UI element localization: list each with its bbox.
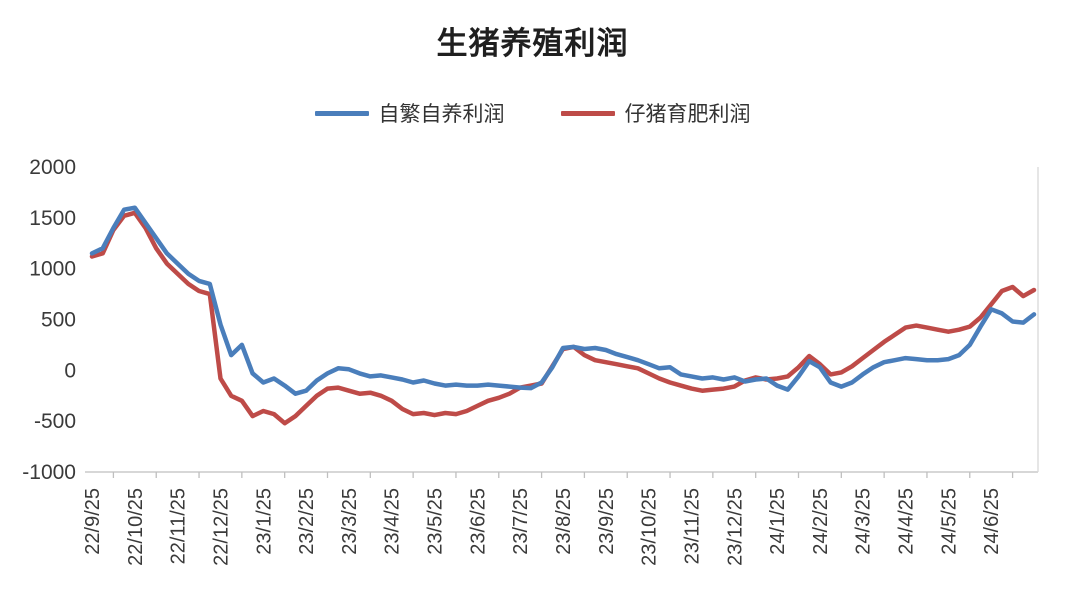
x-axis-tick-label: 23/11/25 — [681, 488, 703, 564]
legend-label: 自繁自养利润 — [378, 103, 505, 126]
y-axis-tick-label: 0 — [64, 359, 76, 382]
x-axis-tick-label: 22/12/25 — [210, 488, 232, 566]
x-axis-tick-label: 24/2/25 — [810, 488, 832, 555]
chart-title: 生猪养殖利润 — [436, 26, 629, 62]
x-axis-tick-label: 23/9/25 — [596, 488, 618, 555]
x-axis-tick-label: 24/5/25 — [938, 488, 960, 555]
x-axis-tick-label: 22/10/25 — [125, 488, 147, 566]
x-axis-tick-label: 24/1/25 — [767, 488, 789, 555]
y-axis-tick-label: 2000 — [29, 156, 76, 179]
x-axis-tick-label: 24/3/25 — [853, 488, 875, 555]
x-axis-tick-label: 23/4/25 — [382, 488, 404, 555]
series-line-1 — [89, 210, 1037, 426]
legend-label: 仔猪育肥利润 — [624, 103, 751, 126]
x-axis-tick-label: 24/4/25 — [896, 488, 918, 555]
legend-line-swatch-blue — [314, 110, 369, 116]
x-axis-tick-label: 23/2/25 — [296, 488, 318, 555]
x-axis-tick-label: 23/6/25 — [467, 488, 489, 555]
x-axis-tick-label: 23/10/25 — [639, 488, 661, 566]
x-axis-tick-label: 22/9/25 — [82, 488, 104, 555]
x-axis-tick-label: 23/7/25 — [510, 488, 532, 555]
y-axis-tick-label: -500 — [34, 410, 76, 433]
series-line-0 — [89, 205, 1037, 396]
x-axis-tick-label: 22/11/25 — [168, 488, 190, 564]
x-axis-tick-label: 23/12/25 — [724, 488, 746, 566]
x-axis-tick-label: 23/3/25 — [339, 488, 361, 555]
legend-item-zifanziyang: 自繁自养利润 — [314, 98, 505, 128]
chart-legend: 自繁自养利润 仔猪育肥利润 — [0, 98, 1065, 128]
y-axis-tick-label: 1500 — [29, 207, 76, 230]
x-axis-tick-label: 23/8/25 — [553, 488, 575, 555]
legend-line-swatch-red — [560, 110, 615, 116]
x-axis-tick-label: 23/5/25 — [425, 488, 447, 555]
legend-item-zizhuyufei: 仔猪育肥利润 — [560, 98, 751, 128]
y-axis-tick-label: -1000 — [22, 461, 76, 484]
y-axis-tick-label: 500 — [41, 309, 76, 332]
x-axis-tick-label: 24/6/25 — [981, 488, 1003, 555]
y-axis-tick-label: 1000 — [29, 258, 76, 281]
x-axis-tick-label: 23/1/25 — [253, 488, 275, 555]
